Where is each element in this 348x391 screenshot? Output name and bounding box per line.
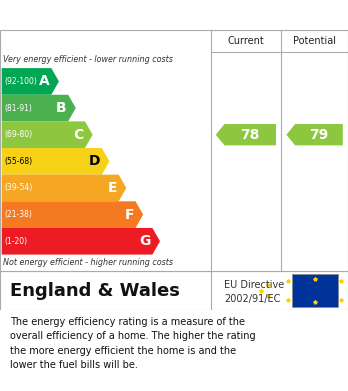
Polygon shape bbox=[2, 121, 93, 148]
Polygon shape bbox=[2, 95, 76, 121]
Polygon shape bbox=[216, 124, 276, 145]
Text: (92-100): (92-100) bbox=[4, 77, 37, 86]
Text: (69-80): (69-80) bbox=[4, 130, 32, 139]
Text: C: C bbox=[73, 128, 84, 142]
Text: D: D bbox=[89, 154, 100, 169]
Text: (81-91): (81-91) bbox=[4, 104, 32, 113]
Text: The energy efficiency rating is a measure of the
overall efficiency of a home. T: The energy efficiency rating is a measur… bbox=[10, 317, 256, 370]
Text: (55-68): (55-68) bbox=[4, 157, 32, 166]
Polygon shape bbox=[2, 68, 59, 95]
Text: 78: 78 bbox=[240, 128, 260, 142]
Polygon shape bbox=[2, 148, 110, 175]
Text: Not energy efficient - higher running costs: Not energy efficient - higher running co… bbox=[3, 258, 174, 267]
Text: EU Directive: EU Directive bbox=[224, 280, 285, 289]
Polygon shape bbox=[2, 175, 126, 201]
Text: F: F bbox=[125, 208, 134, 222]
Text: England & Wales: England & Wales bbox=[10, 282, 180, 300]
Text: Potential: Potential bbox=[293, 36, 336, 46]
Text: (1-20): (1-20) bbox=[4, 237, 27, 246]
Text: B: B bbox=[56, 101, 66, 115]
Text: 2002/91/EC: 2002/91/EC bbox=[224, 294, 281, 304]
Text: A: A bbox=[39, 74, 50, 88]
Text: E: E bbox=[108, 181, 117, 195]
Text: Current: Current bbox=[228, 36, 264, 46]
Text: 79: 79 bbox=[309, 128, 329, 142]
Text: G: G bbox=[140, 234, 151, 248]
Polygon shape bbox=[2, 228, 160, 255]
Bar bbox=[292, 274, 338, 307]
Text: (21-38): (21-38) bbox=[4, 210, 32, 219]
Text: Energy Efficiency Rating: Energy Efficiency Rating bbox=[10, 7, 220, 23]
Text: (39-54): (39-54) bbox=[4, 183, 32, 192]
Polygon shape bbox=[286, 124, 343, 145]
Polygon shape bbox=[2, 201, 143, 228]
Text: Very energy efficient - lower running costs: Very energy efficient - lower running co… bbox=[3, 55, 173, 64]
